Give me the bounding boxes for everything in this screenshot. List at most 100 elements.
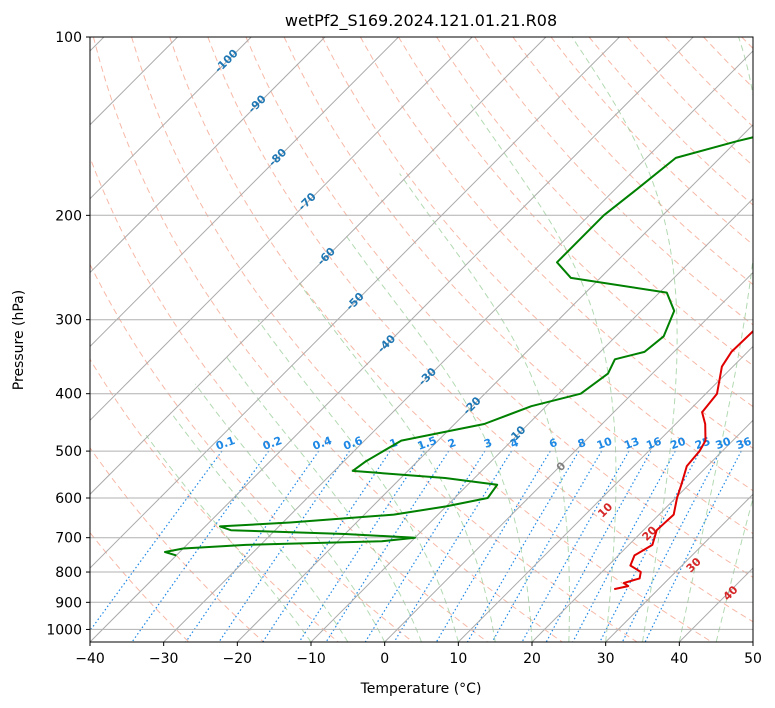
mixing-ratio-line xyxy=(325,450,450,642)
y-tick-label: 1000 xyxy=(46,622,82,638)
dry-adiabat-line xyxy=(665,37,753,128)
mixing-ratio-label: 4 xyxy=(509,436,521,451)
mixing-ratio-line xyxy=(521,450,630,642)
moist-adiabat-line xyxy=(170,412,349,642)
mixing-ratio-label: 1.5 xyxy=(416,434,439,453)
sounding-profiles xyxy=(164,136,753,591)
moist-adiabat-line xyxy=(344,233,533,642)
dry-adiabat-line xyxy=(169,37,712,642)
isotherm-label: -90 xyxy=(246,92,269,115)
mixing-ratio-label: 3 xyxy=(482,436,494,451)
mixing-ratio-line xyxy=(644,450,742,642)
x-tick-label: 10 xyxy=(449,651,467,667)
dry-adiabat-line xyxy=(474,37,753,326)
chart-line-labels: 0.1 0.2 0.4 0.6 1 1.5 2 3 4 6 8 10 13 16 20 25 30 36-100-… xyxy=(212,47,753,604)
moist-adiabat-line xyxy=(678,37,753,642)
isotherm-label: -100 xyxy=(212,47,241,76)
y-tick-label: 200 xyxy=(55,208,82,224)
y-tick-label: 700 xyxy=(55,531,82,547)
mixing-ratio-line xyxy=(262,450,391,642)
moist-adiabat-line xyxy=(194,383,386,642)
isotherm-line xyxy=(90,37,473,422)
dry-adiabat-line xyxy=(90,156,488,642)
mixing-ratio-label: 10 xyxy=(595,435,614,453)
mixing-ratio-line xyxy=(185,450,320,642)
isotherm-line xyxy=(90,37,399,348)
mixing-ratio-label: 0.6 xyxy=(342,434,365,453)
mixing-ratio-line xyxy=(621,450,722,642)
dry-adiabat-line xyxy=(436,37,753,367)
mixing-ratio-label: 6 xyxy=(548,436,560,451)
y-tick-label: 900 xyxy=(55,595,82,611)
dry-adiabat-label: 40 xyxy=(721,583,741,603)
y-tick-label: 100 xyxy=(55,30,82,46)
mixing-ratio-label: 8 xyxy=(576,436,588,451)
isotherm-line xyxy=(90,37,252,200)
isotherms xyxy=(90,37,753,642)
mixing-ratio-line xyxy=(466,450,580,642)
x-tick-label: −10 xyxy=(296,651,326,667)
isotherm-label: -70 xyxy=(296,190,319,213)
mixing-ratio-line xyxy=(491,450,603,642)
mixing-ratio-label: 36 xyxy=(734,435,753,453)
mixing-ratio-line xyxy=(545,450,652,642)
dry-adiabat-line xyxy=(283,37,753,535)
mixing-ratio-label: 13 xyxy=(622,435,641,452)
isotherm-line xyxy=(90,37,620,569)
isotherm-line xyxy=(90,37,326,274)
moist-adiabats xyxy=(145,37,753,642)
plot-frame xyxy=(89,36,754,643)
dry-adiabat-line xyxy=(90,358,339,642)
mixing-ratio-label: 0.4 xyxy=(311,434,334,453)
y-tick-label: 600 xyxy=(55,491,82,507)
dry-adiabat-line xyxy=(207,37,753,623)
dewpoint-line xyxy=(164,136,753,557)
plot-area: 0.1 0.2 0.4 0.6 1 1.5 2 3 4 6 8 10 13 16 20 25 30 36-100-… xyxy=(90,37,753,642)
isotherm-line xyxy=(678,567,753,642)
temperature-line xyxy=(613,329,753,591)
dry-adiabat-line xyxy=(321,37,753,492)
mixing-ratio-line xyxy=(572,450,676,642)
dry-adiabat-line xyxy=(588,37,753,206)
isotherm-line xyxy=(236,124,753,642)
isotherm-line xyxy=(310,197,753,642)
moist-adiabat-line xyxy=(257,319,459,642)
dry-adiabat-line xyxy=(90,263,414,642)
pressure-gridlines xyxy=(90,37,753,630)
mixing-ratio-line xyxy=(298,450,425,642)
mixing-ratio-line xyxy=(599,450,701,642)
y-tick-label: 300 xyxy=(55,313,82,329)
isotherm-label: -60 xyxy=(315,245,338,268)
y-axis-ticks: 100 200 300 400 500 600 700 800 900 1000 xyxy=(46,30,90,638)
dry-adiabat-label: 10 xyxy=(595,500,615,520)
dry-adiabat-line xyxy=(550,37,753,246)
x-tick-label: −20 xyxy=(223,651,253,667)
isotherm-line xyxy=(531,419,753,642)
x-tick-label: −40 xyxy=(75,651,105,667)
x-tick-label: −30 xyxy=(149,651,179,667)
isotherm-line xyxy=(163,50,753,642)
isotherm-line xyxy=(384,271,753,642)
mixing-ratio-lines xyxy=(90,450,742,642)
moist-adiabat-line xyxy=(225,355,422,642)
mixing-ratio-label: 2 xyxy=(446,436,458,451)
mixing-ratio-line xyxy=(218,450,350,642)
moist-adiabat-line xyxy=(715,496,753,642)
moist-adiabat-line xyxy=(571,37,678,642)
mixing-ratio-label: 1 xyxy=(388,436,400,451)
dry-adiabat-line xyxy=(90,446,264,642)
y-tick-label: 500 xyxy=(55,444,82,460)
y-axis-label: Pressure (hPa) xyxy=(11,290,27,390)
mixing-ratio-label: 20 xyxy=(669,435,688,453)
moist-adiabat-line xyxy=(470,104,617,642)
y-tick-label: 800 xyxy=(55,565,82,581)
dry-adiabat-line xyxy=(512,37,753,286)
dry-adiabat-line xyxy=(92,37,563,642)
chart-title: wetPf2_S169.2024.121.01.21.R08 xyxy=(285,11,557,31)
mixing-ratio-line xyxy=(90,450,223,632)
mixing-ratio-label: 0.2 xyxy=(261,434,284,453)
isotherm-line xyxy=(90,37,694,642)
mixing-ratio-label: 0.1 xyxy=(214,434,237,453)
x-axis-label: Temperature (°C) xyxy=(360,681,482,697)
